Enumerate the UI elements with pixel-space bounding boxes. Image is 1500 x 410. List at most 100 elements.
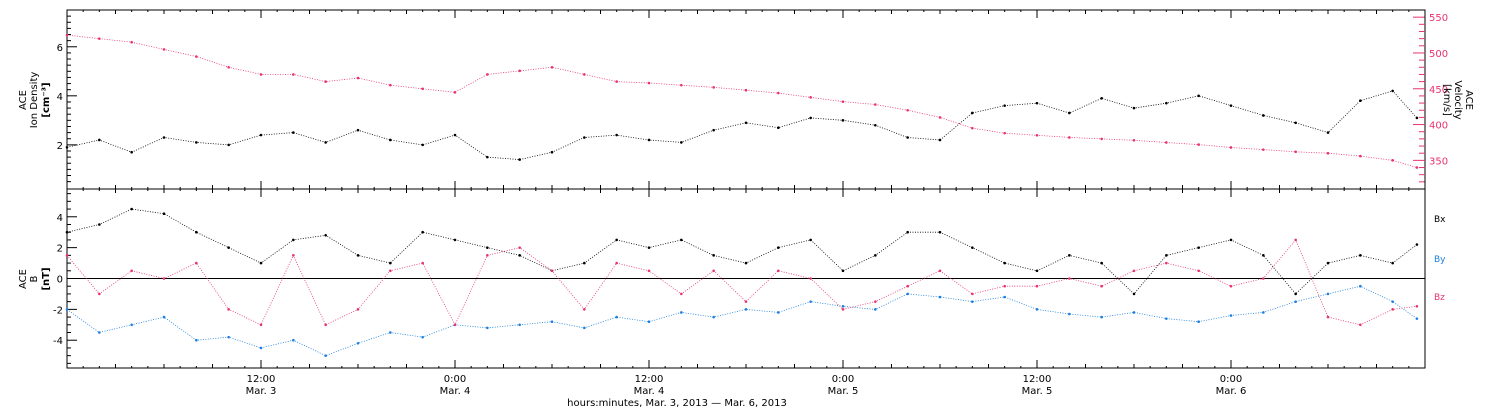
x-tick-date-label: Mar. 3 (246, 386, 277, 397)
field-tick-label: 0 (57, 275, 63, 286)
data-point-bz (971, 292, 974, 296)
velocity-tick-label: 350 (1429, 156, 1448, 167)
data-point-by (971, 300, 974, 303)
field-label-line-3: [nT] (41, 267, 52, 290)
data-point-ion-density (292, 131, 295, 134)
field-tick-label: 4 (57, 213, 63, 224)
data-point-ion-density (1100, 96, 1103, 100)
data-point-bx (1415, 243, 1419, 246)
data-point-velocity (777, 91, 780, 95)
data-point-ion-density (777, 126, 780, 129)
data-point-by (65, 308, 69, 311)
data-point-velocity (195, 55, 198, 58)
data-point-ion-density (1262, 114, 1265, 117)
x-tick-time-label: 0:00 (1220, 374, 1242, 385)
data-point-ion-density (389, 138, 392, 142)
data-point-by (1003, 295, 1006, 299)
data-point-by (712, 315, 715, 319)
top-panel-data (65, 33, 1419, 169)
data-point-by (647, 320, 651, 324)
data-point-ion-density (647, 138, 651, 142)
data-point-by (615, 315, 618, 319)
data-point-velocity (421, 87, 424, 91)
field-legend: Bx By Bz (1434, 215, 1446, 303)
data-point-velocity (1132, 139, 1136, 142)
legend-bx: Bx (1434, 215, 1446, 225)
data-point-bz (1197, 269, 1200, 273)
data-point-ion-density (518, 158, 521, 161)
data-point-ion-density (486, 155, 489, 159)
data-point-bx (712, 254, 715, 257)
data-point-velocity (1165, 141, 1168, 144)
density-tick-label: 6 (57, 43, 63, 54)
data-point-ion-density (1197, 94, 1200, 98)
data-point-velocity (1262, 148, 1265, 151)
data-point-bz (65, 254, 69, 257)
data-point-bx (1100, 261, 1103, 265)
bottom-panel-data (65, 207, 1419, 357)
data-point-velocity (938, 116, 942, 119)
field-label-line-2: B (29, 275, 40, 282)
x-tick-date-label: Mar. 6 (1216, 386, 1247, 397)
legend-by: By (1434, 255, 1446, 265)
data-point-bz (1391, 308, 1394, 311)
data-point-ion-density (971, 111, 974, 115)
data-point-bz (453, 323, 457, 327)
data-point-ion-density (938, 138, 942, 142)
data-point-ion-density (1294, 121, 1297, 125)
data-point-bx (1326, 261, 1330, 265)
data-point-velocity (1359, 154, 1362, 158)
data-point-bz (744, 300, 748, 303)
x-tick-date-label: Mar. 4 (634, 386, 665, 397)
field-tick-label: 2 (57, 244, 63, 255)
x-tick-time-label: 12:00 (1023, 374, 1052, 385)
field-axis-label: ACE B [nT] (18, 267, 52, 290)
data-point-by (1100, 315, 1103, 319)
data-point-velocity (550, 65, 554, 69)
data-point-ion-density (744, 121, 748, 125)
field-tick-label: -4 (53, 336, 63, 347)
top-panel-frame (66, 9, 1426, 190)
data-point-bx (1197, 246, 1200, 249)
data-point-by (162, 315, 166, 319)
x-tick-time-label: 12:00 (635, 374, 664, 385)
legend-bz: Bz (1434, 293, 1445, 303)
data-point-bz (1326, 315, 1330, 319)
density-label-line-2: Ion Density (29, 72, 40, 129)
data-point-ion-density (421, 143, 424, 147)
trace-by (66, 285, 1418, 357)
field-tick-label: -2 (53, 305, 63, 316)
trace-ion-density (66, 90, 1418, 161)
data-point-by (1035, 308, 1039, 311)
data-point-bz (841, 308, 845, 311)
top-panel-ticks: 2 4 6 350 400 450 500 550 (57, 13, 1448, 183)
x-tick-time-label: 0:00 (444, 374, 466, 385)
density-axis-label: ACE Ion Density [cm⁻³] (18, 72, 52, 129)
x-tick-time-label: 12:00 (247, 374, 276, 385)
trace-bx (66, 208, 1418, 295)
density-tick-label: 4 (57, 92, 63, 103)
data-point-velocity (1197, 143, 1200, 146)
field-label-line-1: ACE (18, 269, 29, 289)
data-point-velocity (1229, 146, 1233, 149)
data-point-bx (453, 238, 457, 242)
data-point-velocity (1415, 166, 1419, 169)
velocity-tick-label: 500 (1429, 49, 1448, 60)
velocity-label-line-2: Velocity (1452, 80, 1463, 119)
data-point-bz (938, 269, 942, 273)
data-point-by (1068, 312, 1071, 316)
data-point-ion-density (259, 133, 263, 137)
x-tick-date-label: Mar. 5 (1022, 386, 1053, 397)
velocity-label-line-1: ACE (1463, 90, 1474, 110)
data-point-bx (1359, 254, 1362, 257)
data-point-ion-density (1068, 111, 1071, 115)
data-point-bx (518, 254, 521, 257)
trace-velocity (66, 34, 1418, 168)
data-point-bz (1132, 269, 1136, 273)
data-point-velocity (1294, 150, 1297, 154)
velocity-tick-label: 400 (1429, 121, 1448, 132)
data-point-by (938, 295, 942, 299)
data-point-ion-density (1326, 131, 1330, 134)
